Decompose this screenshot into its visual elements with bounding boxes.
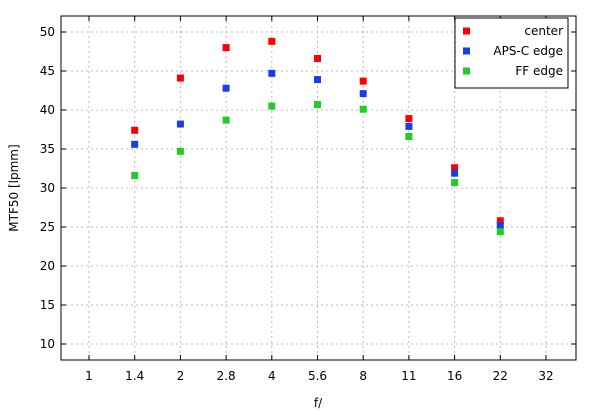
legend-label: APS-C edge [493,44,563,58]
legend-box [454,17,569,89]
x-axis: 1 1.4 2 2.8 4 5.6 8 11 16 22 32 [85,16,554,383]
legend-label: center [524,24,563,38]
point-center [268,37,276,45]
y-tick-label: 10 [40,337,55,351]
point-ff-edge [268,102,276,110]
x-tick-label: 16 [447,369,462,383]
point-ff-edge [496,228,504,236]
point-aps-c-edge [176,120,184,128]
y-tick-label: 30 [40,181,55,195]
point-ff-edge [405,133,413,141]
x-tick-label: 2.8 [217,369,236,383]
point-center [359,77,367,85]
y-tick-label: 20 [40,259,55,273]
point-aps-c-edge [268,69,276,77]
y-tick-label: 40 [40,103,55,117]
point-center [176,74,184,82]
point-center [314,55,321,63]
x-tick-label: 8 [359,369,367,383]
point-ff-edge [176,147,184,155]
legend-swatch [463,27,470,35]
x-tick-label: 1.4 [125,369,144,383]
x-tick-label: 1 [85,369,93,383]
data-points [131,37,504,236]
point-center [222,44,230,52]
legend-swatch [463,47,470,55]
y-tick-label: 15 [40,298,55,312]
grid [61,16,576,360]
x-tick-label: 22 [493,369,508,383]
point-center [496,217,504,225]
y-tick-label: 35 [40,142,55,156]
point-aps-c-edge [451,169,459,177]
legend-swatch [463,67,470,75]
legend: center APS-C edge FF edge [454,17,569,89]
legend-label: FF edge [515,64,563,78]
point-center [451,164,459,172]
point-aps-c-edge [359,90,367,98]
y-tick-label: 45 [40,64,55,78]
point-ff-edge [451,179,459,187]
point-aps-c-edge [131,140,139,148]
point-aps-c-edge [222,84,230,92]
y-axis: 10 15 20 25 30 35 40 45 50 [40,25,576,351]
point-ff-edge [359,105,367,113]
x-axis-label: f/ [314,396,323,410]
x-tick-label: 11 [401,369,416,383]
y-axis-label: MTF50 [lpmm] [7,144,21,231]
point-aps-c-edge [496,221,504,229]
point-center [405,115,413,123]
point-aps-c-edge [314,76,321,84]
point-ff-edge [314,101,321,109]
x-tick-label: 2 [177,369,185,383]
point-aps-c-edge [405,122,413,130]
y-tick-label: 25 [40,220,55,234]
x-tick-label: 5.6 [308,369,327,383]
x-tick-label: 32 [538,369,553,383]
point-ff-edge [131,172,139,180]
point-center [131,126,139,134]
y-tick-label: 50 [40,25,55,39]
x-tick-label: 4 [268,369,276,383]
point-ff-edge [222,116,230,124]
